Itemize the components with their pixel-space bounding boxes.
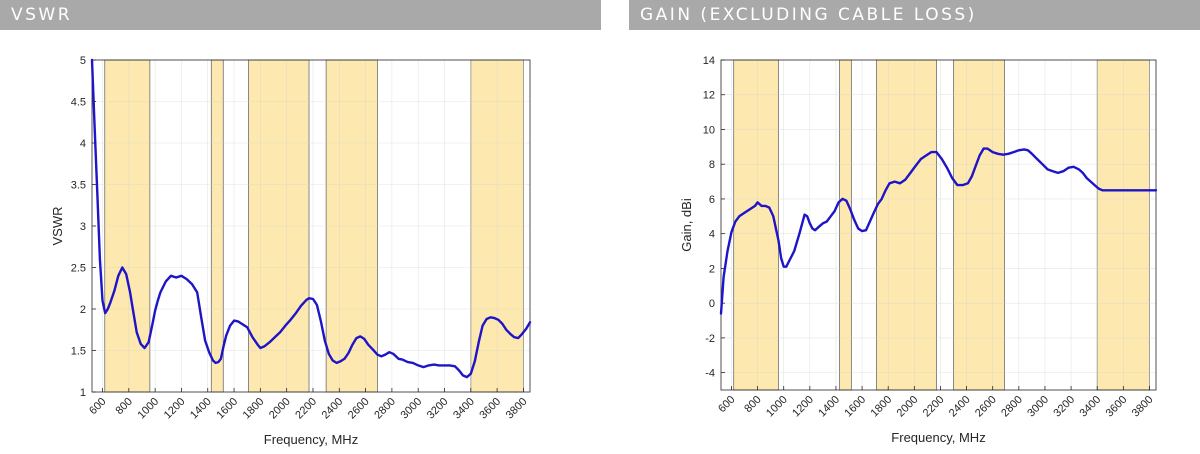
vswr-y-tick-label: 4.5 bbox=[71, 97, 86, 109]
gain-x-tick-label: 3400 bbox=[1078, 394, 1104, 420]
gain-y-tick-label: 12 bbox=[703, 90, 715, 102]
gain-x-axis-label: Frequency, MHz bbox=[891, 430, 985, 445]
gain-series-line bbox=[719, 147, 1158, 315]
vswr-y-tick-label: 1.5 bbox=[71, 346, 86, 358]
vswr-y-tick-label: 4 bbox=[80, 138, 86, 150]
gain-y-tick-label: 2 bbox=[709, 263, 715, 275]
vswr-x-tick-label: 1200 bbox=[162, 396, 188, 422]
gain-x-tick-label: 2000 bbox=[895, 394, 921, 420]
vswr-x-tick-label: 3200 bbox=[425, 396, 451, 422]
gain-y-tick-label: 0 bbox=[709, 298, 715, 310]
gain-x-tick-label: 2800 bbox=[999, 394, 1025, 420]
vswr-x-tick-label: 2600 bbox=[346, 396, 372, 422]
vswr-x-tick-label: 1800 bbox=[241, 396, 267, 422]
vswr-x-tick-label: 1400 bbox=[188, 396, 214, 422]
vswr-chart: 600 800 1000 1200 1400 1600 1800 2000 2200 2400 26… bbox=[50, 55, 532, 447]
gain-y-tick-label: 14 bbox=[703, 55, 715, 67]
vswr-x-tick-label: 600 bbox=[87, 396, 108, 417]
vswr-y-tick-label: 2.5 bbox=[71, 263, 86, 275]
gain-header: GAIN (EXCLUDING CABLE LOSS) bbox=[629, 0, 1200, 30]
vswr-x-tick-label: 3800 bbox=[504, 396, 530, 422]
gain-band bbox=[876, 59, 937, 391]
gain-chart: 600 800 1000 1200 1400 1600 1800 2000 2200 2400 26… bbox=[679, 55, 1158, 445]
gain-x-tick-label: 1600 bbox=[842, 394, 868, 420]
vswr-x-tick-label: 2200 bbox=[293, 396, 319, 422]
gain-x-tick-label: 800 bbox=[742, 394, 763, 415]
gain-y-tick-label: 6 bbox=[709, 194, 715, 206]
gain-x-tick-label: 2400 bbox=[947, 394, 973, 420]
gain-x-tick-label: 1000 bbox=[764, 394, 790, 420]
vswr-x-tick-label: 2800 bbox=[372, 396, 398, 422]
gain-x-tick-label: 1400 bbox=[816, 394, 842, 420]
gain-y-tick-label: -4 bbox=[705, 368, 715, 380]
vswr-y-tick-label: 5 bbox=[80, 55, 86, 67]
gain-y-axis-label: Gain, dBi bbox=[679, 198, 694, 252]
vswr-x-tick-label: 3000 bbox=[399, 396, 425, 422]
vswr-x-tick-label: 800 bbox=[113, 396, 134, 417]
gain-x-tick-label: 3200 bbox=[1051, 394, 1077, 420]
gain-y-tick-label: 4 bbox=[709, 229, 715, 241]
vswr-header: VSWR bbox=[0, 0, 601, 30]
vswr-y-tick-label: 2 bbox=[80, 304, 86, 316]
vswr-y-tick-label: 3 bbox=[80, 221, 86, 233]
gain-y-tick-label: 10 bbox=[703, 124, 715, 136]
gain-x-tick-label: 2200 bbox=[921, 394, 947, 420]
gain-band bbox=[733, 59, 779, 391]
gain-y-tick-label: 8 bbox=[709, 159, 715, 171]
vswr-x-tick-label: 3400 bbox=[451, 396, 477, 422]
vswr-x-tick-label: 3600 bbox=[477, 396, 503, 422]
vswr-x-tick-label: 1000 bbox=[135, 396, 161, 422]
gain-x-tick-label: 600 bbox=[716, 394, 737, 415]
vswr-y-tick-label: 1 bbox=[80, 387, 86, 399]
gain-x-tick-label: 3000 bbox=[1025, 394, 1051, 420]
vswr-y-axis-label: VSWR bbox=[50, 207, 65, 246]
gain-x-tick-label: 1200 bbox=[790, 394, 816, 420]
vswr-series-line bbox=[90, 58, 532, 379]
gain-band bbox=[839, 59, 852, 391]
vswr-x-tick-label: 1600 bbox=[214, 396, 240, 422]
gain-x-tick-label: 1800 bbox=[869, 394, 895, 420]
vswr-x-axis-label: Frequency, MHz bbox=[264, 432, 358, 447]
gain-plot-area bbox=[721, 60, 1156, 390]
gain-band bbox=[953, 59, 1005, 391]
gain-x-tick-label: 3600 bbox=[1104, 394, 1130, 420]
gain-plot-border bbox=[720, 59, 1157, 391]
vswr-x-tick-label: 2400 bbox=[320, 396, 346, 422]
gain-x-tick-label: 3800 bbox=[1130, 394, 1156, 420]
vswr-x-tick-label: 2000 bbox=[267, 396, 293, 422]
vswr-y-tick-label: 3.5 bbox=[71, 180, 86, 192]
gain-y-tick-label: -2 bbox=[705, 333, 715, 345]
gain-x-tick-label: 2600 bbox=[973, 394, 999, 420]
